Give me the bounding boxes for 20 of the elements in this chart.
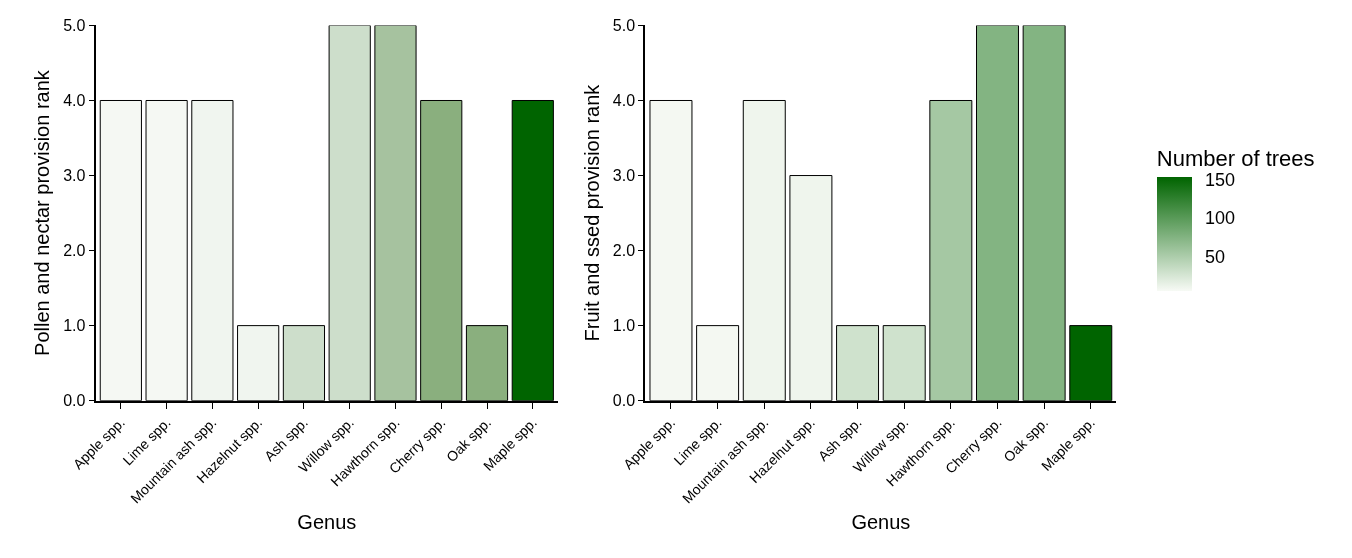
y-axis-title: Pollen and nectar provision rank — [31, 69, 54, 356]
x-axis-title: Genus — [297, 511, 357, 534]
y-axis-title: Fruit and ssed provision rank — [580, 83, 603, 342]
color-bar-label: 150 — [1205, 169, 1236, 190]
y-tick-label: 3.0 — [612, 167, 636, 185]
y-tick-label: 1.0 — [612, 317, 636, 335]
y-tick-label: 5.0 — [63, 17, 86, 35]
color-bar-label: 50 — [1205, 247, 1226, 268]
x-axis-title: Genus — [851, 511, 911, 534]
y-tick-label: 2.0 — [612, 242, 636, 260]
y-tick-label: 2.0 — [63, 242, 86, 260]
y-tick-label: 0.0 — [63, 392, 86, 410]
y-tick-label: 4.0 — [612, 92, 636, 110]
y-tick-label: 0.0 — [612, 392, 636, 410]
y-tick-label: 1.0 — [63, 317, 86, 335]
color-bar-label: 100 — [1205, 208, 1236, 229]
y-tick-label: 5.0 — [612, 17, 636, 35]
y-tick-label: 4.0 — [63, 92, 86, 110]
color-bar-title: Number of trees — [1156, 146, 1315, 172]
y-tick-label: 3.0 — [63, 167, 86, 185]
